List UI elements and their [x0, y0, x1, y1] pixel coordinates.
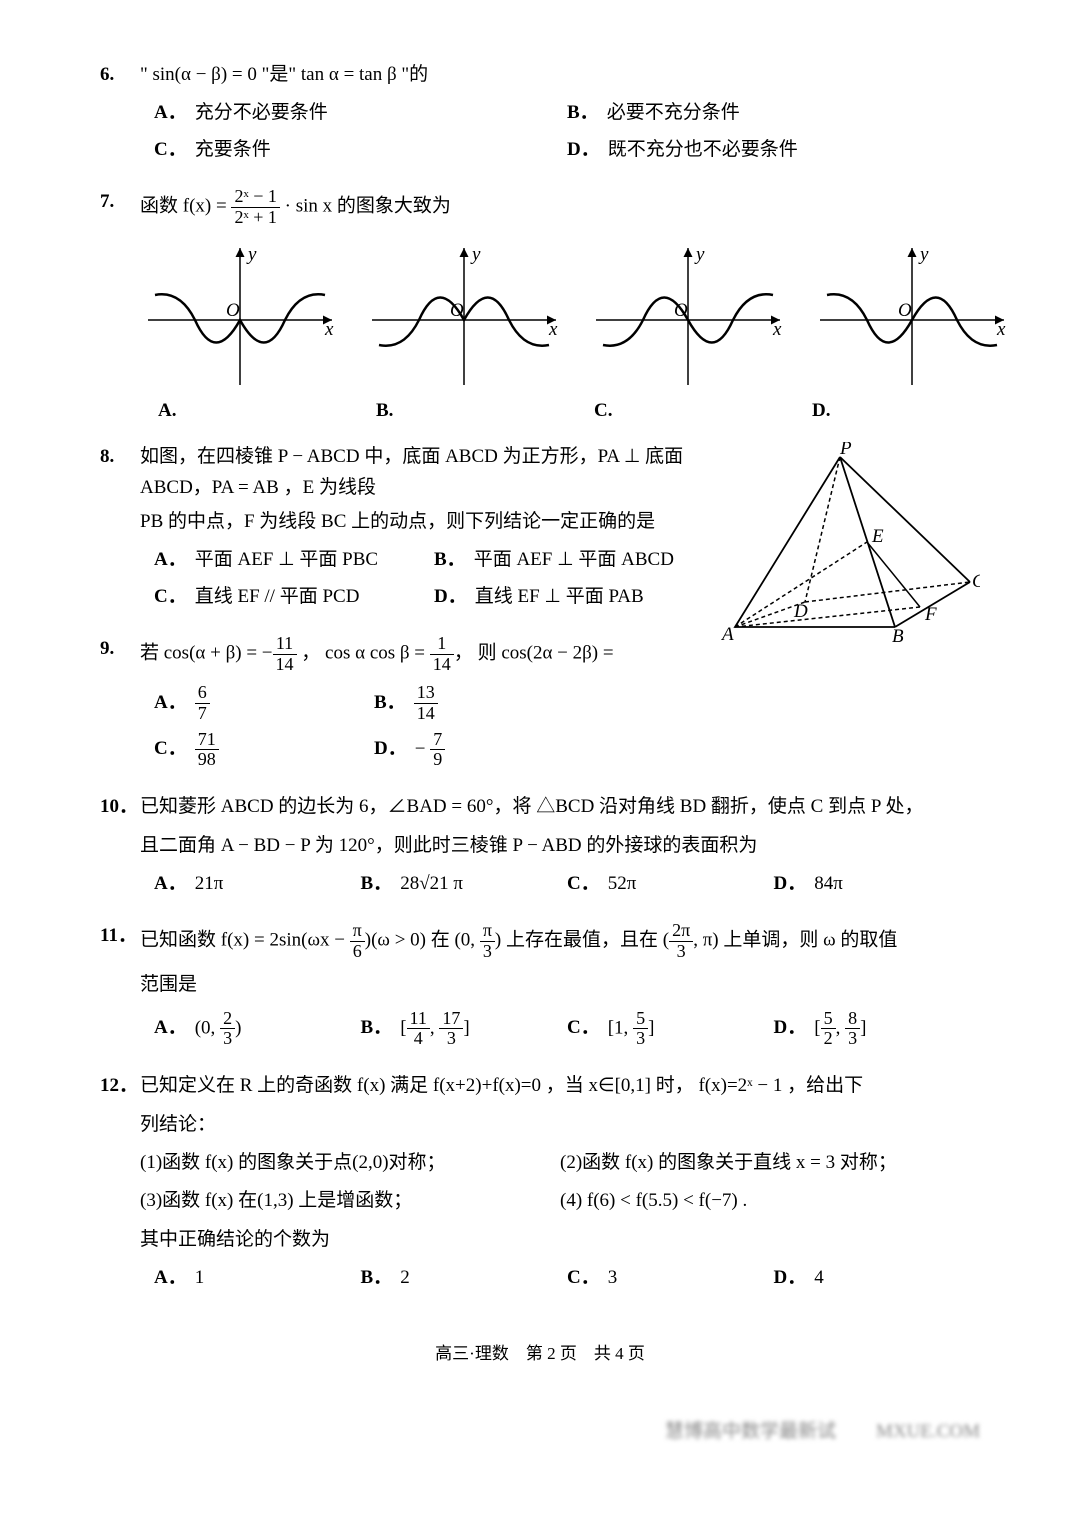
- q9-opt-a: A．67: [154, 683, 374, 724]
- q9-opt-d: D．− 79: [374, 730, 594, 771]
- q10-line2: 且二面角 A − BD − P 为 120°，则此时三棱锥 P − ABD 的外…: [140, 831, 980, 861]
- svg-text:A: A: [720, 624, 734, 642]
- q6-opt-a: A．充分不必要条件: [154, 98, 567, 128]
- svg-text:O: O: [898, 300, 912, 321]
- watermark-2: MXUE.COM: [876, 1417, 980, 1447]
- q8-opt-a: A．平面 AEF ⊥ 平面 PBC: [154, 545, 434, 575]
- q6-stem: " sin(α − β) = 0 "是" tan α = tan β "的: [140, 60, 980, 90]
- q11-stem: 已知函数 f(x) = 2sin(ωx − π6)(ω > 0) 在 (0, π…: [140, 921, 980, 962]
- q11-opt-d: D．[52, 83]: [774, 1009, 981, 1050]
- q12-s3: (3)函数 f(x) 在(1,3) 上是增函数；: [140, 1186, 560, 1216]
- q8-opt-b: B．平面 AEF ⊥ 平面 ABCD: [434, 545, 714, 575]
- q12-opt-c: C．3: [567, 1263, 774, 1293]
- q8-num: 8.: [100, 442, 140, 618]
- svg-text:y: y: [694, 244, 705, 265]
- q9-num: 9.: [100, 634, 140, 776]
- q7-graph-a: y x O: [140, 240, 340, 390]
- q8-line1: 如图，在四棱锥 P − ABCD 中，底面 ABCD 为正方形，PA ⊥ 底面 …: [140, 442, 714, 503]
- q6-opt-c: C．充要条件: [154, 135, 567, 165]
- q7-label-a: A.: [140, 396, 358, 426]
- q12-s1: (1)函数 f(x) 的图象关于点(2,0)对称；: [140, 1148, 560, 1178]
- q6-opt-b: B．必要不充分条件: [567, 98, 980, 128]
- q7-label-b: B.: [358, 396, 576, 426]
- q12-opt-d: D．4: [774, 1263, 981, 1293]
- q10-num: 10．: [100, 792, 140, 905]
- page-footer: 高三·理数 第 2 页 共 4 页: [100, 1340, 980, 1367]
- q11-num: 11．: [100, 921, 140, 1055]
- q11-line2: 范围是: [140, 970, 980, 1000]
- q11-opt-b: B．[114, 173]: [361, 1009, 568, 1050]
- svg-text:y: y: [246, 244, 257, 265]
- svg-text:F: F: [924, 604, 937, 625]
- svg-text:B: B: [892, 626, 904, 642]
- q8-opt-d: D．直线 EF ⊥ 平面 PAB: [434, 582, 714, 612]
- q6-num: 6.: [100, 60, 140, 171]
- q12-opt-b: B．2: [361, 1263, 568, 1293]
- q10-opt-c: C．52π: [567, 869, 774, 899]
- svg-text:O: O: [226, 300, 240, 321]
- q7-graphs: y x O y x O y x O: [140, 240, 1012, 390]
- q11-opt-c: C．[1, 53]: [567, 1009, 774, 1050]
- q12-line3: 其中正确结论的个数为: [140, 1225, 980, 1255]
- q7-label-c: C.: [576, 396, 794, 426]
- svg-text:y: y: [470, 244, 481, 265]
- q11-opt-a: A．(0, 23): [154, 1009, 361, 1050]
- q12-s4: (4) f(6) < f(5.5) < f(−7) .: [560, 1186, 980, 1216]
- q7-graph-b: y x O: [364, 240, 564, 390]
- q12-line2: 列结论：: [140, 1110, 980, 1140]
- q7-num: 7.: [100, 187, 140, 426]
- q10-line1: 已知菱形 ABCD 的边长为 6，∠BAD = 60°，将 △BCD 沿对角线 …: [140, 792, 980, 822]
- q8-pyramid-figure: P A B C D E F: [720, 442, 980, 642]
- q8-line2: PB 的中点，F 为线段 BC 上的动点，则下列结论一定正确的是: [140, 507, 714, 537]
- svg-text:y: y: [918, 244, 929, 265]
- svg-text:x: x: [324, 319, 334, 340]
- svg-text:E: E: [871, 526, 884, 547]
- q12-num: 12．: [100, 1071, 140, 1299]
- svg-text:x: x: [996, 319, 1006, 340]
- q6-opt-d: D．既不充分也不必要条件: [567, 135, 980, 165]
- q7-graph-d: y x O: [812, 240, 1012, 390]
- svg-text:x: x: [772, 319, 782, 340]
- q9-stem: 若 cos(α + β) = −1114 ， cos α cos β = 114…: [140, 634, 710, 675]
- q9-opt-c: C．7198: [154, 730, 374, 771]
- q9-opt-b: B．1314: [374, 683, 594, 724]
- q8-opt-c: C．直线 EF // 平面 PCD: [154, 582, 434, 612]
- q7-graph-c: y x O: [588, 240, 788, 390]
- svg-text:D: D: [793, 601, 808, 622]
- q12-line1: 已知定义在 R 上的奇函数 f(x) 满足 f(x+2)+f(x)=0 ，当 x…: [140, 1071, 980, 1101]
- q7-label-d: D.: [794, 396, 1012, 426]
- watermark-1: 慧博高中数学最新试: [665, 1417, 836, 1447]
- q10-opt-d: D．84π: [774, 869, 981, 899]
- q7-stem: 函数 f(x) = 2ˣ − 12ˣ + 1 · sin x 的图象大致为: [140, 187, 1012, 228]
- q10-opt-a: A．21π: [154, 869, 361, 899]
- q12-opt-a: A．1: [154, 1263, 361, 1293]
- q10-opt-b: B．28√21 π: [361, 869, 568, 899]
- svg-text:P: P: [839, 442, 852, 459]
- svg-text:C: C: [972, 571, 980, 592]
- q12-s2: (2)函数 f(x) 的图象关于直线 x = 3 对称；: [560, 1148, 980, 1178]
- svg-text:x: x: [548, 319, 558, 340]
